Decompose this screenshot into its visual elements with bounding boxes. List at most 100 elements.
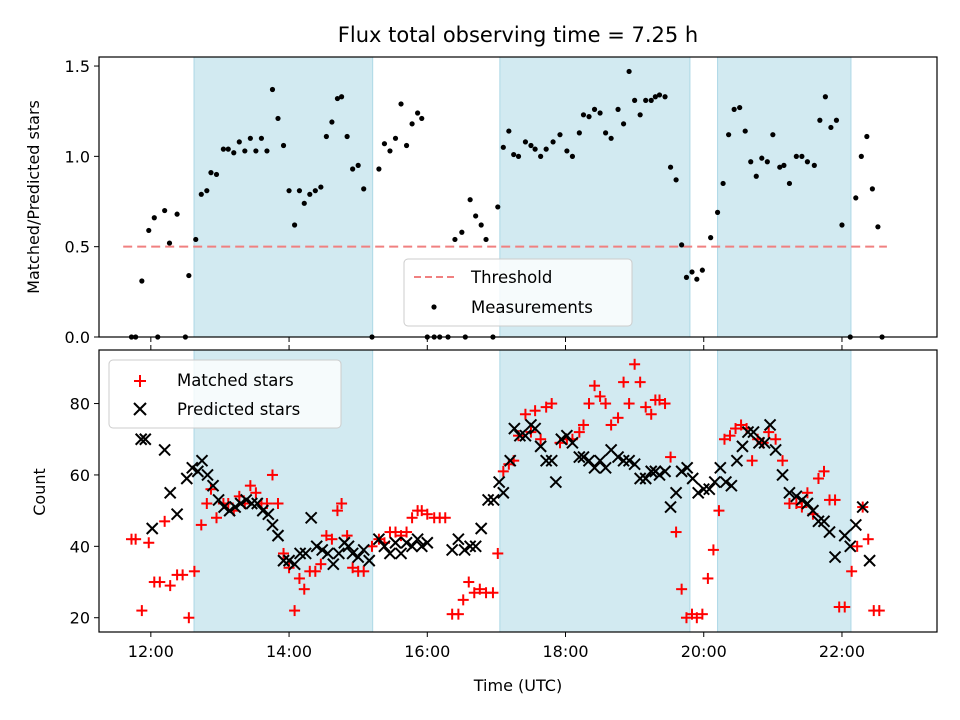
predicted-star-point bbox=[611, 450, 625, 464]
measurement-point bbox=[139, 278, 145, 284]
measurement-point bbox=[608, 135, 614, 141]
count-x-tick-label: 22:00 bbox=[819, 642, 865, 661]
matched-star-point bbox=[331, 505, 343, 517]
ratio-panel: 0.0 0.5 1.0 1.5 Matched/Predicted stars Thr… bbox=[24, 56, 938, 347]
predicted-star-point bbox=[653, 468, 666, 482]
predicted-star-point bbox=[539, 454, 553, 467]
predicted-star-point bbox=[669, 486, 683, 499]
matched-star-point bbox=[298, 583, 310, 595]
matched-star-point bbox=[143, 537, 155, 549]
predicted-star-point bbox=[378, 540, 391, 553]
predicted-star-point bbox=[844, 540, 857, 553]
predicted-star-point bbox=[658, 465, 672, 478]
ratio-y-tick-label: 1.0 bbox=[65, 147, 90, 166]
matched-star-point bbox=[862, 533, 874, 545]
matched-star-point bbox=[389, 526, 401, 538]
matched-star-point bbox=[612, 412, 624, 424]
measurement-point bbox=[398, 101, 404, 107]
measurement-point bbox=[822, 94, 828, 100]
predicted-star-point bbox=[240, 493, 253, 507]
predicted-star-point bbox=[195, 454, 209, 467]
matched-star-point bbox=[183, 612, 195, 624]
predicted-star-point bbox=[262, 507, 275, 521]
measurement-point bbox=[652, 94, 658, 100]
matched-star-point bbox=[401, 526, 413, 538]
predicted-star-point bbox=[363, 554, 376, 567]
matched-star-point bbox=[519, 408, 531, 420]
matched-star-point bbox=[309, 565, 321, 577]
measurement-point bbox=[515, 153, 522, 159]
legend-matched-label: Matched stars bbox=[177, 371, 294, 390]
matched-star-point bbox=[713, 505, 725, 517]
matched-star-point bbox=[326, 533, 338, 545]
measurement-point bbox=[656, 92, 663, 98]
predicted-star-point bbox=[817, 515, 831, 528]
measurement-point bbox=[286, 188, 292, 194]
measurement-point bbox=[350, 166, 356, 172]
measurement-point bbox=[344, 133, 350, 140]
matched-star-point bbox=[589, 380, 601, 392]
matched-star-point bbox=[358, 565, 370, 577]
predicted-star-point bbox=[680, 461, 694, 475]
measurement-point bbox=[828, 124, 834, 131]
matched-star-point bbox=[577, 419, 589, 431]
matched-star-point bbox=[654, 394, 666, 406]
measurement-point bbox=[708, 235, 714, 241]
measurement-point bbox=[811, 162, 817, 168]
count-y-tick-label: 40 bbox=[70, 537, 90, 556]
measurement-point bbox=[506, 128, 512, 134]
count-legend: Matched stars Predicted stars bbox=[108, 359, 342, 429]
predicted-star-point bbox=[139, 433, 152, 446]
predicted-star-point bbox=[342, 540, 355, 553]
predicted-star-point bbox=[277, 554, 290, 567]
count-x-tick-label: 16:00 bbox=[404, 642, 450, 661]
count-x-tick-label: 12:00 bbox=[128, 642, 174, 661]
measurement-point bbox=[291, 222, 298, 228]
predicted-star-point bbox=[288, 557, 301, 571]
predicted-star-point bbox=[776, 468, 789, 482]
measurement-point bbox=[648, 97, 654, 103]
matched-star-point bbox=[801, 487, 813, 499]
predicted-star-point bbox=[346, 547, 359, 560]
measurement-point bbox=[323, 133, 329, 140]
measurement-point bbox=[452, 236, 458, 243]
predicted-star-point bbox=[697, 483, 710, 496]
predicted-star-point bbox=[321, 547, 334, 560]
matched-star-point bbox=[851, 540, 863, 552]
predicted-star-point bbox=[863, 554, 876, 567]
matched-star-point bbox=[670, 526, 682, 538]
matched-star-point bbox=[463, 576, 475, 588]
matched-star-point bbox=[315, 558, 327, 570]
predicted-star-point bbox=[513, 429, 527, 442]
measurement-point bbox=[853, 195, 859, 201]
measurement-point bbox=[543, 146, 549, 152]
predicted-star-point bbox=[714, 461, 727, 475]
measurement-point bbox=[355, 162, 361, 168]
ratio-y-axis-label: Matched/Predicted stars bbox=[24, 100, 43, 294]
predicted-star-point bbox=[351, 550, 365, 564]
matched-star-point bbox=[205, 483, 217, 495]
predicted-star-point bbox=[599, 461, 612, 475]
predicted-star-point bbox=[573, 450, 586, 464]
measurement-point bbox=[387, 148, 393, 154]
matched-star-point bbox=[164, 580, 176, 592]
measurement-point bbox=[225, 146, 231, 152]
count-x-tick-label: 18:00 bbox=[542, 642, 588, 661]
measurement-point bbox=[632, 97, 638, 103]
measurement-point bbox=[564, 148, 570, 154]
measurement-point bbox=[662, 94, 668, 100]
measurement-point bbox=[301, 200, 307, 206]
predicted-star-point bbox=[389, 536, 402, 549]
measurement-point bbox=[415, 110, 421, 116]
measurement-point bbox=[242, 148, 248, 154]
measurement-point bbox=[334, 95, 341, 102]
matched-star-point bbox=[540, 401, 552, 413]
ratio-y-tick-label: 0.0 bbox=[65, 328, 90, 347]
predicted-star-point bbox=[508, 422, 521, 435]
measurement-point bbox=[166, 240, 173, 246]
matched-star-point bbox=[347, 562, 359, 574]
predicted-star-point bbox=[730, 454, 744, 467]
predicted-star-point bbox=[769, 443, 782, 457]
predicted-star-point bbox=[234, 497, 247, 510]
ratio-shaded-interval bbox=[193, 56, 374, 338]
